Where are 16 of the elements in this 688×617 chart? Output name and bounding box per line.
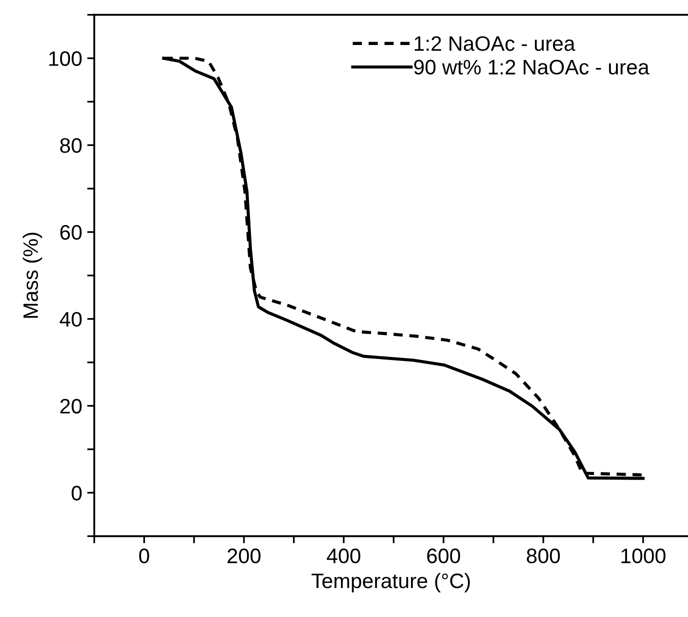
x-tick-label: 600 (427, 548, 460, 564)
legend-label: 1:2 NaOAc - urea (414, 36, 576, 51)
y-axis-title: Mass (%) (22, 232, 42, 318)
y-tick-label: 100 (49, 51, 82, 66)
x-tick-label: 800 (526, 548, 560, 564)
y-tick-label: 80 (60, 138, 82, 153)
x-tick-label: 200 (228, 548, 261, 564)
legend-label: 90 wt% 1:2 NaOAc - urea (414, 60, 650, 75)
x-tick-label: 400 (326, 548, 360, 564)
y-tick-label: 60 (60, 225, 82, 240)
x-tick-label: 0 (139, 548, 150, 564)
y-tick-label: 0 (72, 486, 82, 500)
x-axis-title: Temperature (°C) (312, 572, 470, 592)
y-tick-label: 20 (60, 398, 82, 414)
y-tick-label: 40 (60, 312, 82, 327)
x-tick-label: 1000 (622, 548, 666, 564)
